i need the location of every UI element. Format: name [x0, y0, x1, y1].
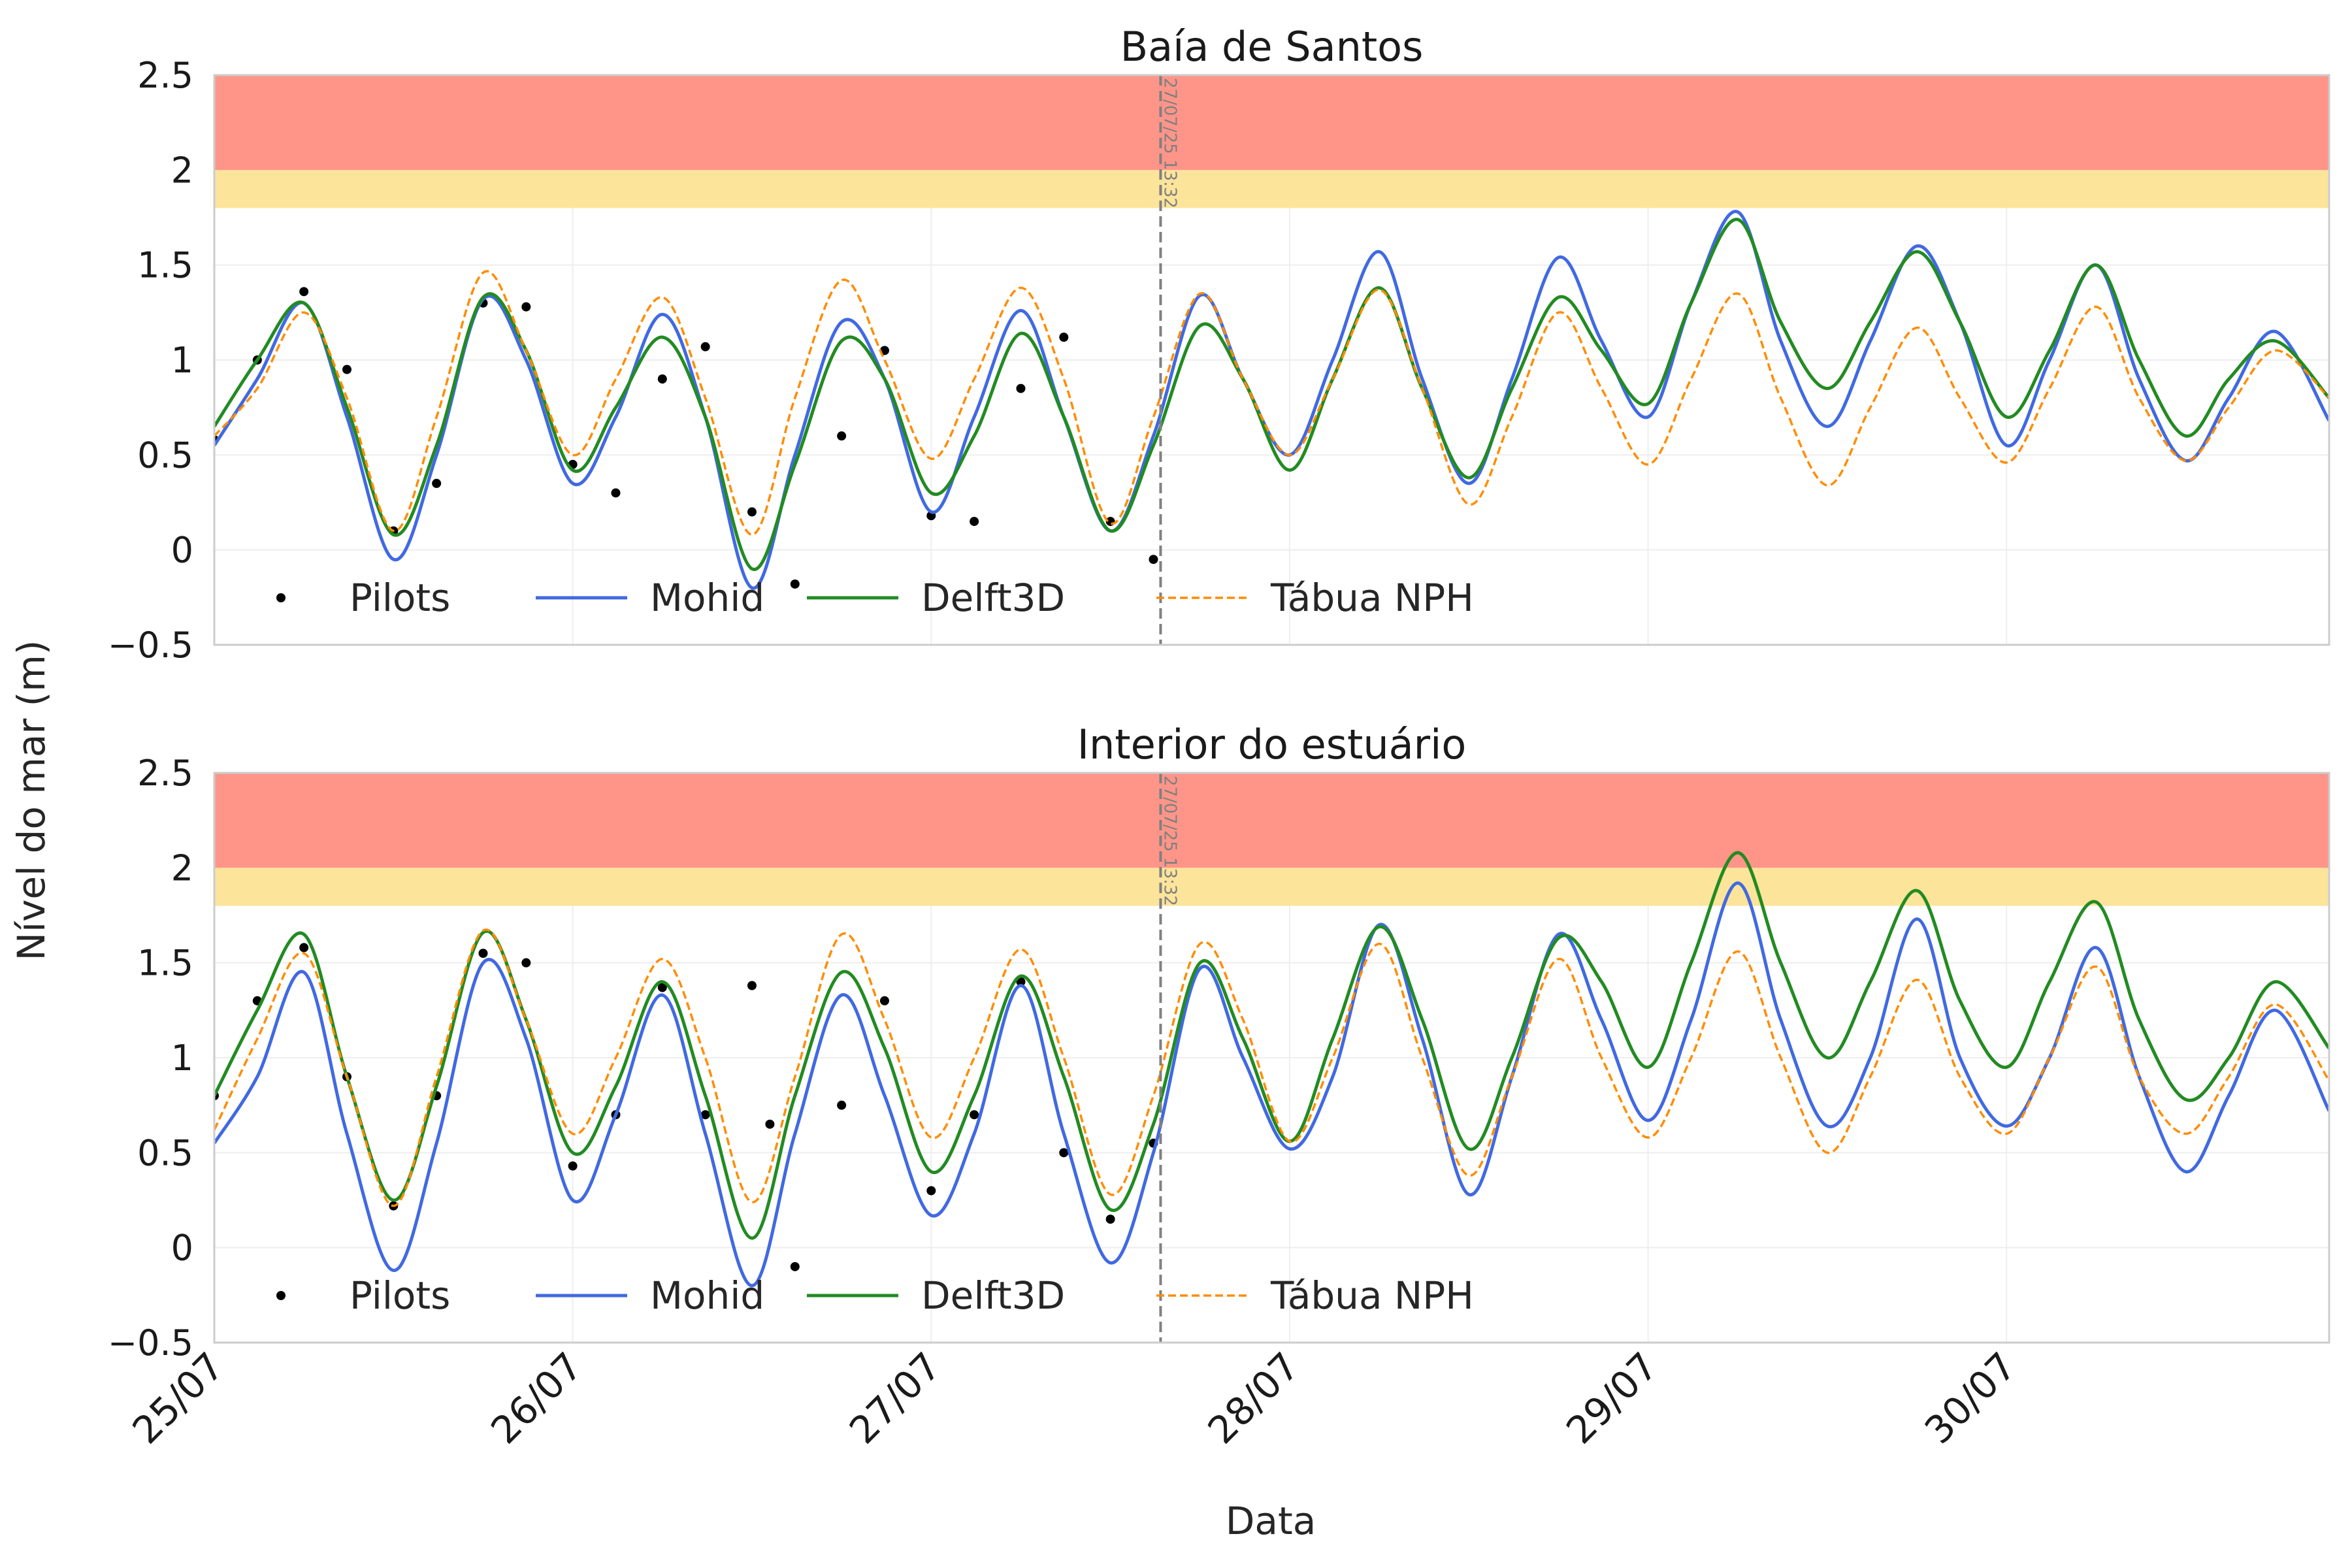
pilots-point [657, 374, 667, 384]
y-tick-label: 1 [171, 340, 193, 381]
y-tick-label: 1.5 [137, 943, 193, 984]
legend-pilots-marker [276, 1291, 286, 1300]
y-tick-label: 0 [171, 1228, 193, 1269]
x-tick-label: 30/07 [1916, 1344, 2025, 1452]
pilots-point [1059, 333, 1069, 342]
forecast-cutoff-label: 27/07/25 13:32 [1160, 78, 1179, 208]
panel-1: 27/07/25 13:32 Baía de Santos −0.5 0 0.5 1 1.5… [108, 23, 2330, 666]
series-mohid-line [214, 210, 2329, 590]
legend-nph-label: Tábua NPH [1270, 576, 1474, 620]
legend-pilots-label: Pilots [350, 1273, 450, 1318]
legend-delft3d-label: Delft3D [921, 576, 1065, 620]
y-tick-label: −0.5 [108, 1322, 193, 1364]
pilots-point [700, 1110, 710, 1120]
legend-pilots-marker [276, 593, 286, 602]
y-tick-label: 0.5 [137, 1132, 193, 1173]
legend: Pilots Mohid Delft3D Tábua NPH [276, 1273, 1474, 1318]
y-tick-label: 2.5 [137, 55, 193, 96]
pilots-point [970, 517, 979, 527]
pilots-point [1149, 555, 1158, 564]
series-nph-line [214, 928, 2329, 1207]
y-tick-label: 2.5 [137, 753, 193, 794]
y-tick-label: 1.5 [137, 245, 193, 286]
x-tick-label: 27/07 [841, 1344, 949, 1452]
x-tick-label: 28/07 [1200, 1344, 1308, 1452]
pilots-point [879, 996, 889, 1005]
series-delft3d-line [214, 218, 2329, 571]
legend-delft3d-label: Delft3D [921, 1273, 1065, 1318]
pilots-point [1105, 1215, 1115, 1224]
y-tick-label: 0.5 [137, 434, 193, 476]
pilots-point [299, 943, 309, 953]
pilots-point [611, 488, 621, 498]
series-delft3d-line [214, 851, 2329, 1240]
plot-area [214, 210, 2329, 590]
y-tick-label: 0 [171, 530, 193, 571]
y-tick-label: 2 [171, 150, 193, 191]
legend-pilots-label: Pilots [350, 576, 450, 620]
y-tick-label: −0.5 [108, 625, 193, 666]
pilots-point [700, 342, 710, 351]
pilots-point [478, 949, 488, 958]
pilots-point [837, 1100, 847, 1110]
pilots-point [342, 365, 351, 374]
pilots-point [790, 1262, 800, 1271]
y-tick-label: 1 [171, 1037, 193, 1079]
x-axis-label: Data [1226, 1499, 1316, 1543]
y-tick-label: 2 [171, 847, 193, 889]
forecast-cutoff-label: 27/07/25 13:32 [1160, 776, 1179, 906]
x-tick-label: 26/07 [482, 1344, 591, 1452]
pilots-point [432, 478, 442, 488]
danger-band [214, 773, 2329, 868]
y-axis-label: Nível do mar (m) [9, 640, 54, 961]
pilots-point [790, 579, 800, 589]
pilots-point [1016, 977, 1026, 987]
pilots-point [521, 958, 531, 968]
pilots-point [521, 302, 531, 312]
pilots-point [299, 287, 309, 297]
pilots-point [765, 1119, 775, 1129]
series-nph-line [214, 270, 2329, 536]
pilots-point [1016, 384, 1026, 393]
x-tick-label: 29/07 [1558, 1344, 1666, 1452]
pilots-point [747, 981, 757, 990]
danger-band [214, 75, 2329, 171]
panel-frame [213, 74, 2330, 646]
panel-title: Interior do estuário [1077, 721, 1467, 768]
panel-frame [213, 772, 2330, 1344]
legend-mohid-label: Mohid [650, 576, 764, 620]
series-mohid-line [214, 881, 2329, 1288]
pilots-point [1059, 1148, 1069, 1158]
panel-2: 27/07/25 13:32 Interior do estuário −0.5 0 0… [108, 721, 2330, 1452]
warning-band [214, 170, 2329, 208]
chart-panels: 27/07/25 13:32 Baía de Santos −0.5 0 0.5 1 1.5… [108, 23, 2330, 1452]
panel-title: Baía de Santos [1120, 23, 1424, 71]
legend: Pilots Mohid Delft3D Tábua NPH [276, 576, 1474, 620]
pilots-point [747, 507, 757, 517]
legend-mohid-label: Mohid [650, 1273, 764, 1318]
warning-band [214, 868, 2329, 906]
pilots-point [926, 1186, 936, 1196]
pilots-point [657, 983, 667, 992]
pilots-point [568, 1161, 578, 1171]
plot-area [214, 851, 2329, 1288]
legend-nph-label: Tábua NPH [1270, 1273, 1474, 1318]
pilots-point [837, 431, 847, 441]
pilots-point [970, 1110, 979, 1120]
